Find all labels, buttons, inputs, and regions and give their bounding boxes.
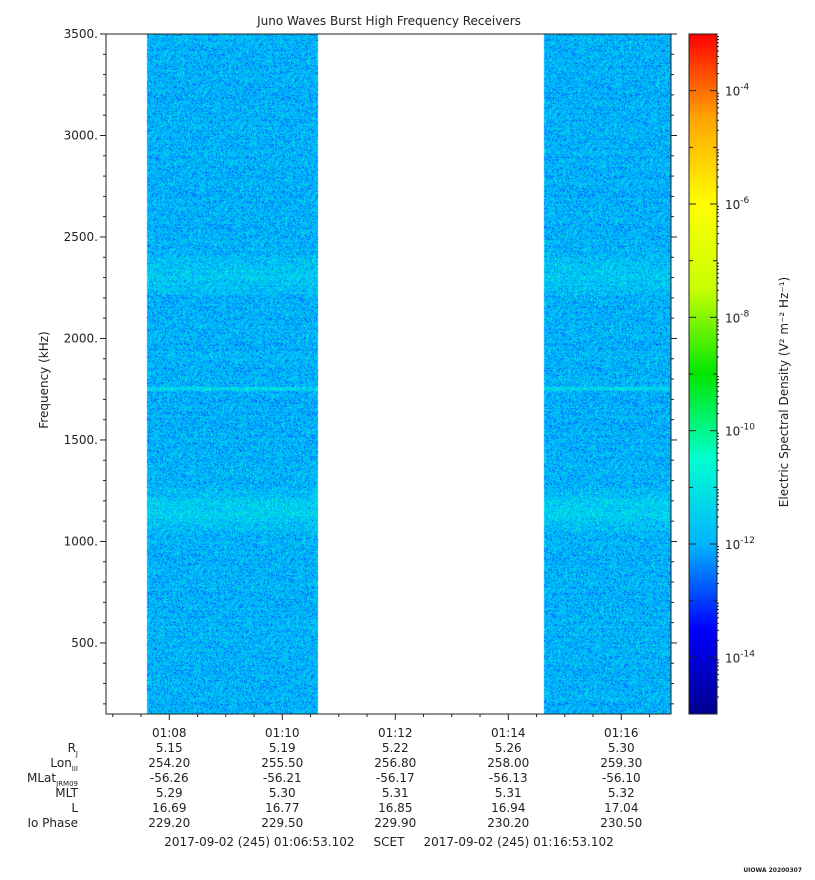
time-footer: 2017-09-02 (245) 01:06:53.102 SCET 2017-… [164, 835, 614, 849]
y-axis-label: Frequency (kHz) [37, 331, 51, 428]
ephemeris-row-label: Io Phase [27, 816, 78, 830]
x-axis [112, 714, 651, 720]
ephemeris-value: 16.69 [152, 801, 186, 815]
ephemeris-value: 256.80 [374, 756, 416, 770]
x-tick-label: 01:16 [604, 726, 639, 740]
x-tick-label: 01:08 [152, 726, 187, 740]
colorbar-tick-label: 10-12 [725, 536, 755, 552]
ephemeris-value: 16.94 [491, 801, 525, 815]
ephemeris-value: 230.50 [600, 816, 642, 830]
ephemeris-value: 5.22 [382, 741, 409, 755]
ephemeris-value: -56.17 [376, 771, 415, 785]
ephemeris-value: 258.00 [487, 756, 529, 770]
ephemeris-row-label: MLatJRM09 [27, 771, 78, 788]
ephemeris-value: -56.26 [150, 771, 189, 785]
ephemeris-value: -56.13 [489, 771, 528, 785]
x-tick-label: 01:12 [378, 726, 413, 740]
x-tick-label: 01:14 [491, 726, 526, 740]
y-tick-label: 2000. [64, 331, 98, 345]
colorbar [688, 33, 718, 715]
ephemeris-value: 5.26 [495, 741, 522, 755]
credit-stamp: UIOWA 20200307 [743, 867, 802, 874]
y-tick-label: 3500. [64, 27, 98, 41]
ephemeris-value: 5.30 [269, 786, 296, 800]
y-tick-label: 1000. [64, 534, 98, 548]
ephemeris-value: 229.90 [374, 816, 416, 830]
y-tick-label: 2500. [64, 230, 98, 244]
ephemeris-row-label: L [71, 801, 78, 815]
plot-frame [105, 33, 672, 715]
y-axis: 500. 1000. 1500. 2000. 2500. 3000. 3500. [64, 27, 677, 705]
colorbar-ticks: 10-14 10-12 10-10 10-8 10-6 10-4 [689, 33, 755, 715]
ephemeris-value: 229.50 [261, 816, 303, 830]
x-tick-label: 01:10 [265, 726, 300, 740]
colorbar-tick-label: 10-8 [725, 309, 750, 325]
ephemeris-value: 5.15 [156, 741, 183, 755]
ephemeris-value: 5.30 [608, 741, 635, 755]
ephemeris-value: 5.31 [382, 786, 409, 800]
ephemeris-value: 16.77 [265, 801, 299, 815]
colorbar-tick-label: 10-14 [725, 649, 755, 665]
ephemeris-value: 230.20 [487, 816, 529, 830]
colorbar-tick-label: 10-4 [725, 83, 750, 99]
ephemeris-value: 5.31 [495, 786, 522, 800]
ephemeris-value: 254.20 [148, 756, 190, 770]
ephemeris-value: 16.85 [378, 801, 412, 815]
ephemeris-value: -56.21 [263, 771, 302, 785]
ephemeris-row-label: RJ [68, 741, 78, 758]
ephemeris-table: 01:08 01:10 01:12 01:14 01:16 RJ 5.15 5.19 5.22 5… [27, 726, 642, 830]
ephemeris-value: 255.50 [261, 756, 303, 770]
ephemeris-value: 229.20 [148, 816, 190, 830]
ephemeris-value: 5.29 [156, 786, 183, 800]
colorbar-tick-label: 10-10 [725, 423, 755, 439]
y-tick-label: 500. [71, 636, 98, 650]
colorbar-label: Electric Spectral Density (V² m⁻² Hz⁻¹) [777, 277, 791, 507]
ephemeris-value: 5.32 [608, 786, 635, 800]
ephemeris-value: 5.19 [269, 741, 296, 755]
spectrogram-image [106, 34, 671, 714]
ephemeris-row-label: LonIII [50, 756, 78, 773]
y-tick-label: 1500. [64, 433, 98, 447]
ephemeris-row-label: MLT [55, 786, 78, 800]
ephemeris-value: 17.04 [604, 801, 638, 815]
ephemeris-value: 259.30 [600, 756, 642, 770]
ephemeris-value: -56.10 [602, 771, 641, 785]
colorbar-tick-label: 10-6 [725, 196, 750, 212]
chart-title: Juno Waves Burst High Frequency Receiver… [256, 14, 521, 28]
y-tick-label: 3000. [64, 128, 98, 142]
